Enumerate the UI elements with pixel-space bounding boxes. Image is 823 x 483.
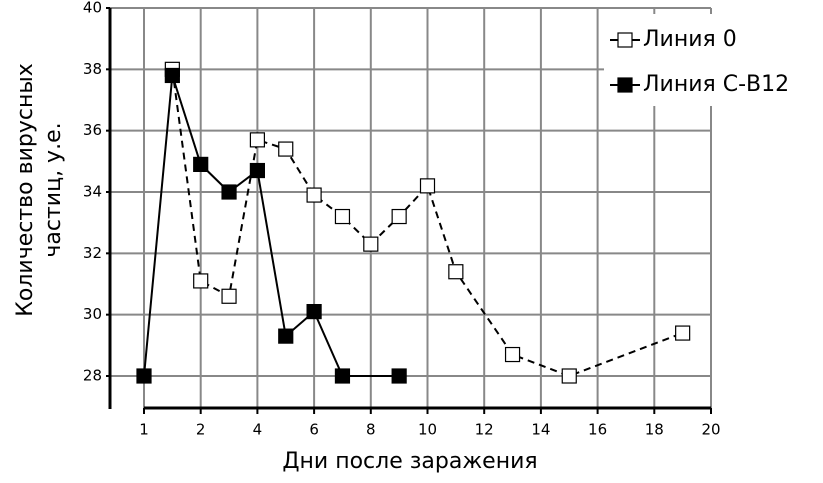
legend-box: [604, 14, 823, 106]
x-tick-label: 8: [366, 421, 376, 439]
x-tick-label: 1: [139, 421, 149, 439]
legend-label: Линия С-В12: [643, 72, 789, 97]
data-point: [249, 162, 265, 179]
x-tick-label: 6: [309, 421, 319, 439]
data-point: [561, 368, 577, 384]
data-point: [221, 184, 237, 200]
data-point: [306, 187, 322, 203]
data-point: [136, 368, 152, 384]
data-point: [164, 67, 180, 84]
data-point: [306, 304, 322, 320]
data-point: [675, 325, 691, 341]
data-point: [278, 328, 294, 344]
y-axis-label: Количество вирусных: [13, 63, 38, 316]
series-line: [171, 69, 684, 378]
data-point: [193, 156, 209, 172]
data-point: [334, 368, 351, 384]
y-tick-label: 32: [83, 244, 102, 262]
y-tick-label: 28: [83, 367, 102, 385]
x-tick-label: 10: [418, 421, 437, 439]
data-point: [334, 208, 351, 225]
y-tick-label: 40: [83, 0, 102, 17]
y-tick-label: 36: [83, 121, 102, 139]
data-point: [193, 273, 209, 289]
legend-marker: [617, 32, 633, 48]
data-point: [278, 141, 294, 157]
data-point: [391, 368, 407, 384]
data-point: [221, 288, 237, 304]
legend-label: Линия 0: [643, 27, 737, 52]
plot: [136, 61, 691, 384]
data-point: [249, 132, 265, 148]
x-tick-label: 18: [645, 421, 664, 439]
legend-marker: [617, 77, 633, 93]
data-point: [504, 346, 521, 363]
x-tick-label: 14: [531, 421, 550, 439]
x-axis-label: Дни после заражения: [282, 449, 537, 474]
series-line: [143, 75, 400, 377]
x-tick-label: 12: [475, 421, 494, 439]
data-point: [363, 236, 379, 252]
legend: Линия 0 Линия С-В12: [604, 14, 823, 106]
x-tick-label: 4: [253, 421, 263, 439]
y-tick-label: 34: [83, 183, 102, 201]
data-point: [448, 264, 464, 280]
data-point: [419, 178, 436, 194]
y-tick-label: 30: [83, 305, 102, 323]
x-tick-label: 2: [196, 421, 206, 439]
y-axis-label: частиц, у.е.: [41, 122, 66, 257]
x-tick-label: 20: [701, 421, 720, 439]
data-point: [391, 208, 407, 225]
x-tick-label: 16: [588, 421, 607, 439]
y-tick-label: 38: [83, 60, 102, 78]
